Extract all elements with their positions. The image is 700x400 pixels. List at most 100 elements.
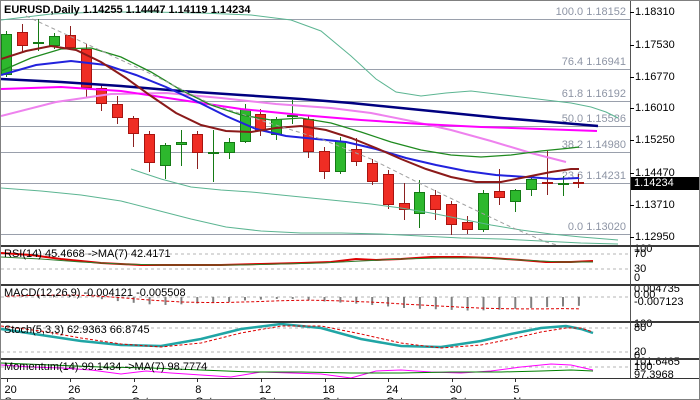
- panel-separator[interactable]: [1, 321, 699, 323]
- indicator-scale-label: 100: [634, 361, 653, 373]
- date-axis-label[interactable]: 20 Sep 2018: [4, 384, 25, 399]
- candle-body[interactable]: [462, 222, 474, 230]
- date-axis-label[interactable]: 8 Oct 2018: [195, 384, 212, 399]
- date-axis-tick: [388, 379, 390, 382]
- indicator-scale-label: -0.007123: [634, 296, 684, 308]
- candle-body[interactable]: [398, 203, 410, 210]
- date-axis-tick: [133, 379, 135, 382]
- candle-body[interactable]: [96, 87, 108, 104]
- candle-wick[interactable]: [562, 176, 564, 197]
- candle-body[interactable]: [239, 108, 251, 143]
- candle-body[interactable]: [144, 133, 156, 163]
- candle-body[interactable]: [350, 148, 362, 163]
- candle-body[interactable]: [334, 141, 346, 172]
- indicator-scale-label: 20: [634, 346, 647, 358]
- price-axis-tick: [630, 140, 634, 141]
- panel-separator[interactable]: [1, 284, 699, 286]
- candle-body[interactable]: [414, 192, 426, 214]
- stoch-panel-label: Stoch(5,3,3) 62.9363 66.8745: [4, 324, 150, 336]
- price-axis-label: 1.14470: [635, 167, 675, 179]
- panel-separator[interactable]: [1, 245, 699, 247]
- fib-line[interactable]: [1, 101, 630, 102]
- candle-body[interactable]: [191, 133, 203, 154]
- fib-line[interactable]: [1, 126, 630, 127]
- candle-body[interactable]: [366, 162, 378, 183]
- candle-body[interactable]: [271, 118, 283, 136]
- price-axis-tick: [630, 77, 634, 78]
- date-axis-label[interactable]: 2 Oct 2018: [131, 384, 149, 399]
- price-axis-tick: [630, 12, 634, 13]
- date-axis-tick: [6, 379, 8, 382]
- date-axis-tick: [197, 379, 199, 382]
- fib-line[interactable]: [1, 19, 630, 20]
- candle-body[interactable]: [16, 31, 28, 46]
- candle-wick[interactable]: [578, 174, 580, 188]
- candle-body[interactable]: [573, 182, 585, 185]
- chart-title: EURUSD,Daily 1.14255 1.14447 1.14119 1.1…: [4, 4, 251, 16]
- macd-panel-label: MACD(12,26,9) -0.004121 -0.005508: [4, 287, 186, 299]
- date-axis-label[interactable]: 12 Oct 2018: [258, 384, 276, 399]
- candle-wick[interactable]: [212, 130, 214, 182]
- candle-body[interactable]: [1, 34, 12, 75]
- fib-line[interactable]: [1, 152, 630, 153]
- date-axis-tick: [260, 379, 262, 382]
- candle-body[interactable]: [48, 36, 60, 47]
- candle-body[interactable]: [128, 117, 140, 134]
- price-axis-label: 1.12950: [635, 231, 675, 243]
- indicator-scale-label: 30: [634, 263, 647, 275]
- candle-body[interactable]: [223, 141, 235, 154]
- indicator-scale-label: 80: [634, 322, 647, 334]
- candle-wick[interactable]: [180, 130, 182, 166]
- candle-wick[interactable]: [37, 18, 39, 52]
- candle-wick[interactable]: [498, 169, 500, 206]
- date-axis-tick: [451, 379, 453, 382]
- candle-body[interactable]: [207, 152, 219, 155]
- indicator-scale-label: 0.004735: [634, 283, 680, 295]
- candle-body[interactable]: [112, 103, 124, 118]
- price-axis-tick: [630, 108, 634, 109]
- price-axis-tick: [630, 205, 634, 206]
- candle-body[interactable]: [287, 115, 299, 118]
- candle-body[interactable]: [32, 41, 44, 44]
- date-axis-line: [1, 378, 699, 379]
- price-axis-tick: [630, 173, 634, 174]
- candle-body[interactable]: [430, 195, 442, 211]
- candle-body[interactable]: [319, 150, 330, 172]
- price-axis-label: 1.15250: [635, 134, 675, 146]
- date-axis-label[interactable]: 24 Oct 2018: [386, 384, 403, 399]
- rsi-panel-label: RSI(14) 45.4668 ->MA(7) 42.4171: [4, 248, 171, 260]
- candle-wick[interactable]: [546, 150, 548, 196]
- current-price-badge: 1.14234: [631, 177, 699, 190]
- date-axis-label[interactable]: 26 Sep 2018: [68, 384, 88, 399]
- candle-body[interactable]: [493, 190, 505, 198]
- candle-body[interactable]: [446, 203, 458, 226]
- candle-body[interactable]: [557, 183, 569, 186]
- fib-line[interactable]: [1, 69, 630, 70]
- indicator-scale-label: 0: [634, 350, 641, 362]
- panel-separator[interactable]: [1, 358, 699, 360]
- candle-body[interactable]: [509, 190, 521, 203]
- indicator-scale-label: 0: [634, 272, 641, 284]
- candle-body[interactable]: [64, 35, 76, 49]
- indicator-scale-label: 0.00: [634, 289, 656, 301]
- candle-body[interactable]: [541, 182, 553, 184]
- date-axis-label[interactable]: 5 Nov 2018: [513, 384, 533, 399]
- candle-body[interactable]: [525, 178, 537, 191]
- candle-body[interactable]: [382, 173, 394, 205]
- price-axis-label: 1.13710: [635, 199, 675, 211]
- price-axis-tick: [630, 45, 634, 46]
- candle-body[interactable]: [160, 144, 171, 166]
- candle-body[interactable]: [303, 118, 315, 153]
- candle-body[interactable]: [478, 192, 489, 230]
- candle-wick[interactable]: [292, 99, 294, 124]
- date-axis-tick: [324, 379, 326, 382]
- candle-body[interactable]: [80, 48, 92, 88]
- price-axis-label: 1.16770: [635, 71, 675, 83]
- fib-line[interactable]: [1, 234, 630, 235]
- fib-label: 61.8 1.16192: [561, 88, 626, 100]
- date-axis-label[interactable]: 18 Oct 2018: [322, 384, 340, 399]
- candle-body[interactable]: [175, 141, 187, 146]
- date-axis-label[interactable]: 30 Oct 2018: [449, 384, 467, 399]
- candle-body[interactable]: [255, 113, 267, 131]
- candle-wick[interactable]: [403, 183, 405, 220]
